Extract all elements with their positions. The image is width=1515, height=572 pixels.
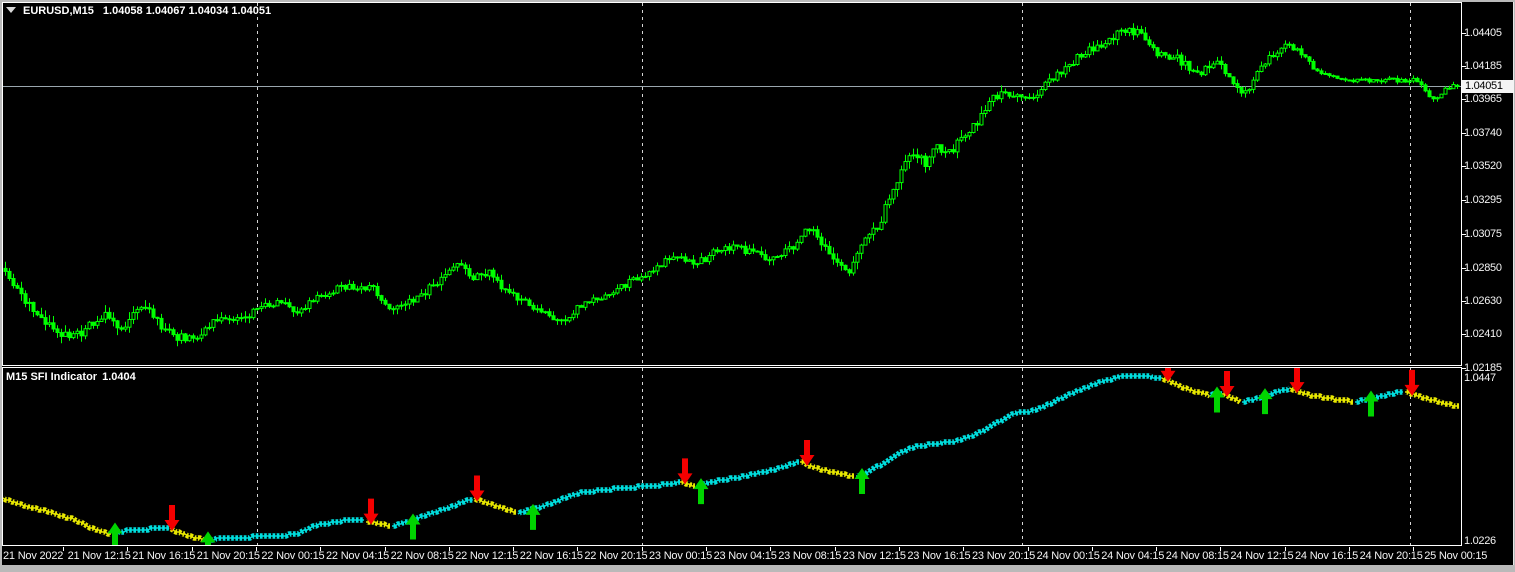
time-axis-label: 21 Nov 16:15: [132, 550, 196, 562]
time-axis-label: 24 Nov 12:15: [1230, 550, 1294, 562]
time-axis-label: 24 Nov 00:15: [1036, 550, 1100, 562]
main-chart-panel[interactable]: [2, 2, 1462, 366]
indicator-axis-label: 1.0447: [1464, 372, 1496, 384]
time-axis-label: 22 Nov 08:15: [390, 550, 454, 562]
time-axis-label: 22 Nov 00:15: [261, 550, 325, 562]
symbol-dropdown-icon[interactable]: [6, 7, 16, 13]
time-axis-label: 24 Nov 04:15: [1101, 550, 1165, 562]
time-axis-label: 22 Nov 20:15: [584, 550, 648, 562]
price-axis-label: 1.02185: [1464, 361, 1502, 374]
time-axis-label: 24 Nov 16:15: [1295, 550, 1359, 562]
symbol-timeframe-label: EURUSD,M15: [23, 5, 94, 17]
time-axis-label: 22 Nov 04:15: [326, 550, 390, 562]
price-axis-label: 1.02850: [1464, 261, 1502, 274]
time-axis-label: 21 Nov 2022: [3, 550, 64, 562]
price-axis-label: 1.03075: [1464, 227, 1502, 240]
price-axis-label: 1.03740: [1464, 127, 1502, 140]
time-axis-label: 23 Nov 20:15: [972, 550, 1036, 562]
time-axis-label: 24 Nov 20:15: [1359, 550, 1423, 562]
price-axis-label: 1.03520: [1464, 160, 1502, 173]
ohlc-readout: 1.04058 1.04067 1.04034 1.04051: [102, 5, 272, 17]
time-axis-label: 23 Nov 04:15: [713, 550, 777, 562]
indicator-panel[interactable]: [2, 367, 1462, 546]
price-axis-label: 1.03295: [1464, 194, 1502, 207]
symbol-title-bar: EURUSD,M15 1.04058 1.04067 1.04034 1.0405…: [6, 5, 271, 17]
price-axis-label: 1.04405: [1464, 27, 1502, 39]
time-axis-label: 22 Nov 12:15: [455, 550, 519, 562]
price-axis-label: 1.02410: [1464, 327, 1502, 340]
price-axis-label: 1.03965: [1464, 93, 1502, 106]
price-axis-label: 1.04185: [1464, 60, 1502, 73]
time-axis-label: 23 Nov 00:15: [649, 550, 713, 562]
time-axis-label: 23 Nov 16:15: [907, 550, 971, 562]
indicator-value-label: 1.0404: [102, 371, 136, 383]
indicator-title-bar: M15 SFI Indicator 1.0404: [6, 371, 136, 383]
time-axis-label: 22 Nov 16:15: [519, 550, 583, 562]
current-price-tag: 1.04051: [1462, 80, 1514, 93]
time-axis-label: 24 Nov 08:15: [1165, 550, 1229, 562]
price-axis-label: 1.02630: [1464, 294, 1502, 307]
time-axis-label: 25 Nov 00:15: [1424, 550, 1488, 562]
time-axis-label: 23 Nov 08:15: [778, 550, 842, 562]
time-axis-label: 21 Nov 12:15: [67, 550, 131, 562]
indicator-axis-label: 1.0226: [1464, 534, 1496, 547]
time-axis-label: 21 Nov 20:15: [196, 550, 260, 562]
time-axis-label: 23 Nov 12:15: [842, 550, 906, 562]
indicator-name-label: M15 SFI Indicator: [6, 371, 98, 383]
